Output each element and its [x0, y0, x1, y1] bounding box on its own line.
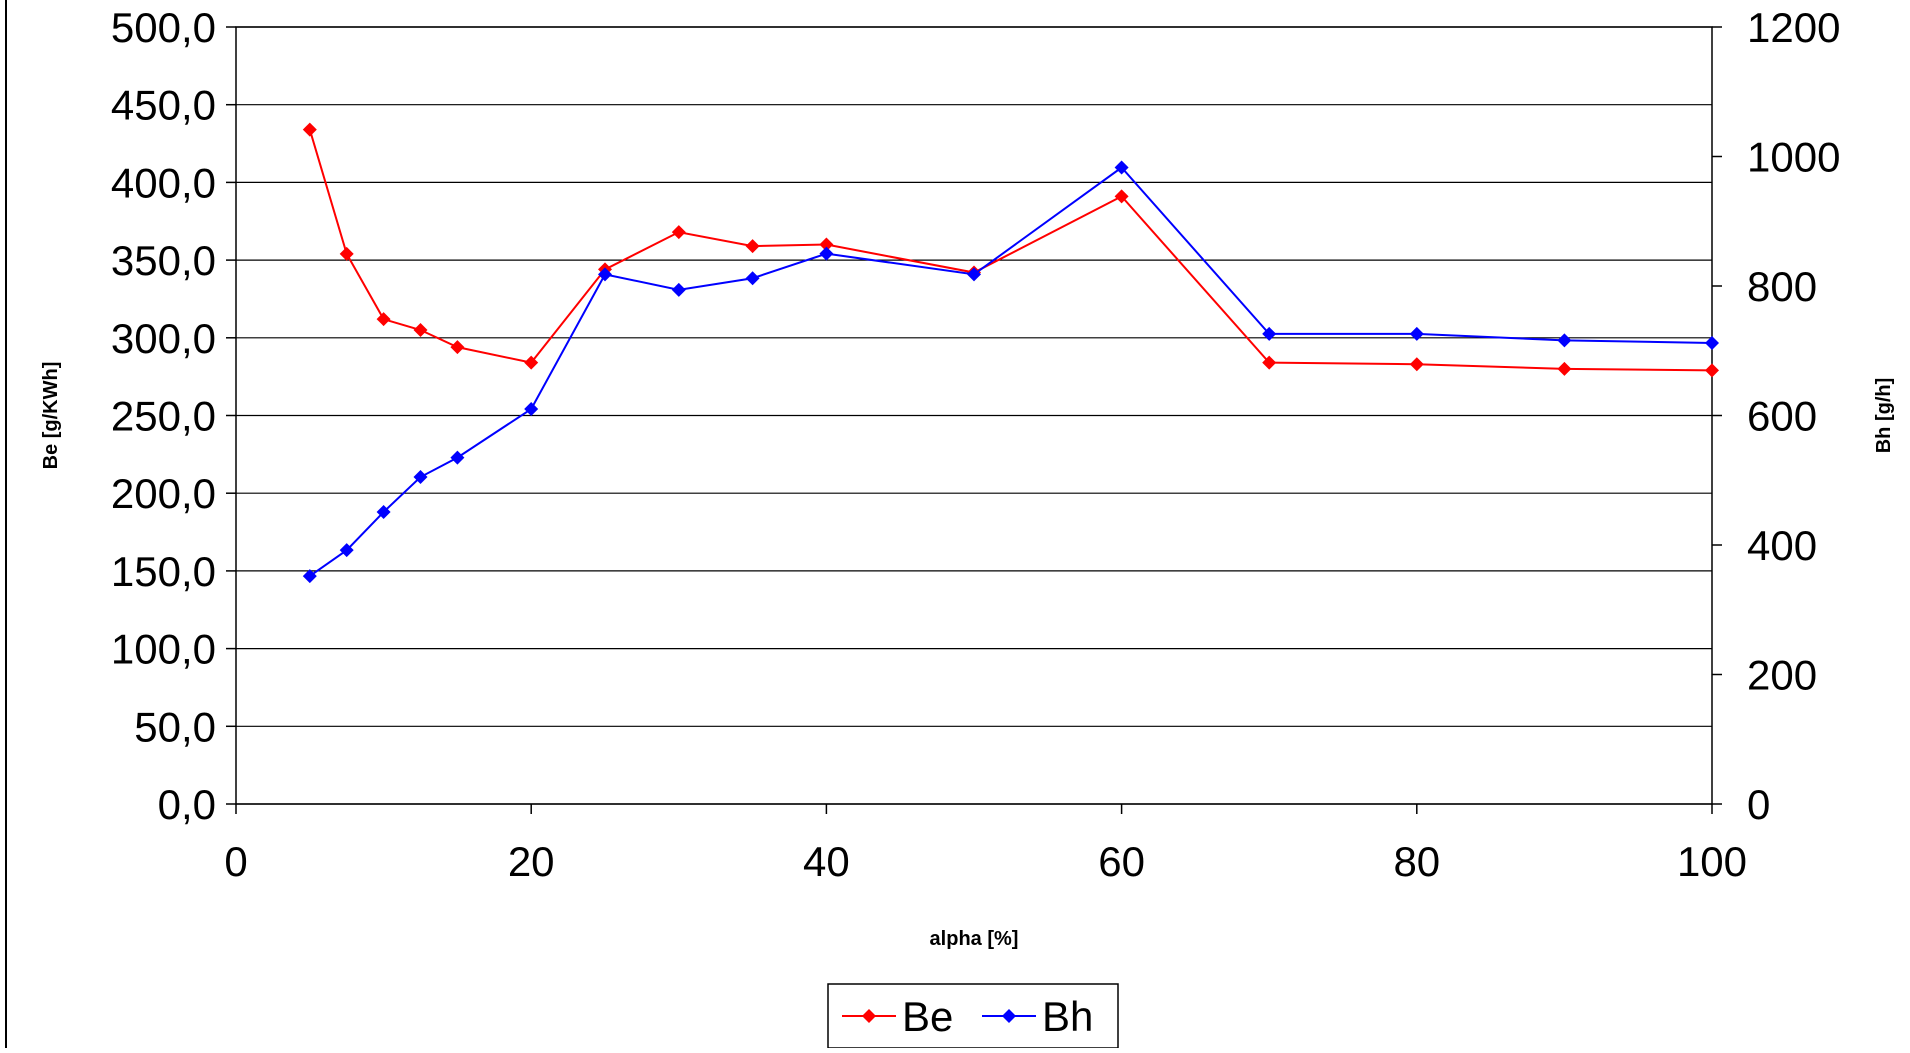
- legend-marker-be: [862, 1009, 876, 1023]
- data-point-bh: [302, 569, 317, 584]
- legend-marker-bh: [1002, 1009, 1016, 1023]
- y-left-tick-label: 400,0: [111, 159, 216, 206]
- series-be: [302, 122, 1719, 378]
- data-point-be: [1262, 355, 1277, 370]
- y-right-tick-label: 1000: [1747, 134, 1840, 181]
- data-point-bh: [339, 543, 354, 558]
- x-tick-label: 40: [803, 838, 850, 885]
- legend-label-bh: Bh: [1042, 993, 1093, 1040]
- x-tick-label: 60: [1098, 838, 1145, 885]
- series-line-be: [308, 129, 1713, 372]
- data-point-bh: [413, 470, 428, 485]
- data-point-bh: [819, 246, 834, 261]
- series-line-bh: [309, 166, 1713, 577]
- data-point-bh: [1705, 335, 1719, 350]
- y-left-tick-label: 300,0: [111, 315, 216, 362]
- x-axis-title: alpha [%]: [930, 928, 1019, 950]
- y-right-tick-label: 400: [1747, 522, 1817, 569]
- data-point-be: [1409, 357, 1424, 372]
- data-point-be: [413, 323, 428, 338]
- y-left-tick-label: 150,0: [111, 548, 216, 595]
- y-left-tick-label: 200,0: [111, 470, 216, 517]
- data-point-be: [302, 122, 317, 137]
- y-left-tick-label: 100,0: [111, 626, 216, 673]
- y-left-tick-label: 350,0: [111, 237, 216, 284]
- data-point-be: [1114, 189, 1129, 204]
- series-layer: [302, 122, 1719, 584]
- data-point-bh: [745, 271, 760, 286]
- data-point-bh: [1114, 160, 1129, 175]
- data-point-be: [1557, 361, 1572, 376]
- data-point-be: [671, 225, 686, 240]
- x-tick-label: 80: [1393, 838, 1440, 885]
- y-axis-left-title: Be [g/KWh]: [40, 362, 62, 470]
- data-point-bh: [376, 504, 391, 519]
- y-right-tick-label: 0: [1747, 781, 1770, 828]
- series-bh: [302, 160, 1719, 584]
- data-point-be: [1705, 363, 1719, 378]
- y-left-tick-label: 500,0: [111, 4, 216, 51]
- y-left-tick-label: 50,0: [134, 703, 216, 750]
- y-left-tick-label: 250,0: [111, 393, 216, 440]
- data-point-be: [524, 355, 539, 370]
- x-tick-label: 100: [1677, 838, 1747, 885]
- data-point-be: [376, 312, 391, 327]
- y-left-tick-label: 450,0: [111, 82, 216, 129]
- y-right-tick-label: 200: [1747, 652, 1817, 699]
- data-point-bh: [524, 402, 539, 417]
- data-point-be: [745, 239, 760, 254]
- data-point-bh: [598, 267, 612, 282]
- data-point-bh: [1409, 326, 1424, 341]
- legend-label-be: Be: [902, 993, 953, 1040]
- x-tick-label: 20: [508, 838, 555, 885]
- y-right-tick-label: 600: [1747, 393, 1817, 440]
- data-point-bh: [1262, 326, 1277, 341]
- legend: Be Bh: [827, 983, 1119, 1049]
- data-point-bh: [1557, 333, 1572, 348]
- gridlines: [236, 26, 1712, 805]
- y-axis-right-title: Bh [g/h]: [1873, 378, 1895, 454]
- y-right-tick-label: 1200: [1747, 4, 1840, 51]
- y-left-tick-label: 0,0: [158, 781, 216, 828]
- y-right-tick-label: 800: [1747, 263, 1817, 310]
- data-point-bh: [450, 450, 465, 465]
- data-point-bh: [967, 267, 981, 282]
- data-point-be: [339, 246, 354, 261]
- x-tick-label: 0: [224, 838, 247, 885]
- axes: 0,050,0100,0150,0200,0250,0300,0350,0400…: [111, 4, 1841, 885]
- data-point-bh: [671, 282, 686, 297]
- data-point-be: [450, 340, 465, 355]
- data-point-be: [819, 237, 834, 252]
